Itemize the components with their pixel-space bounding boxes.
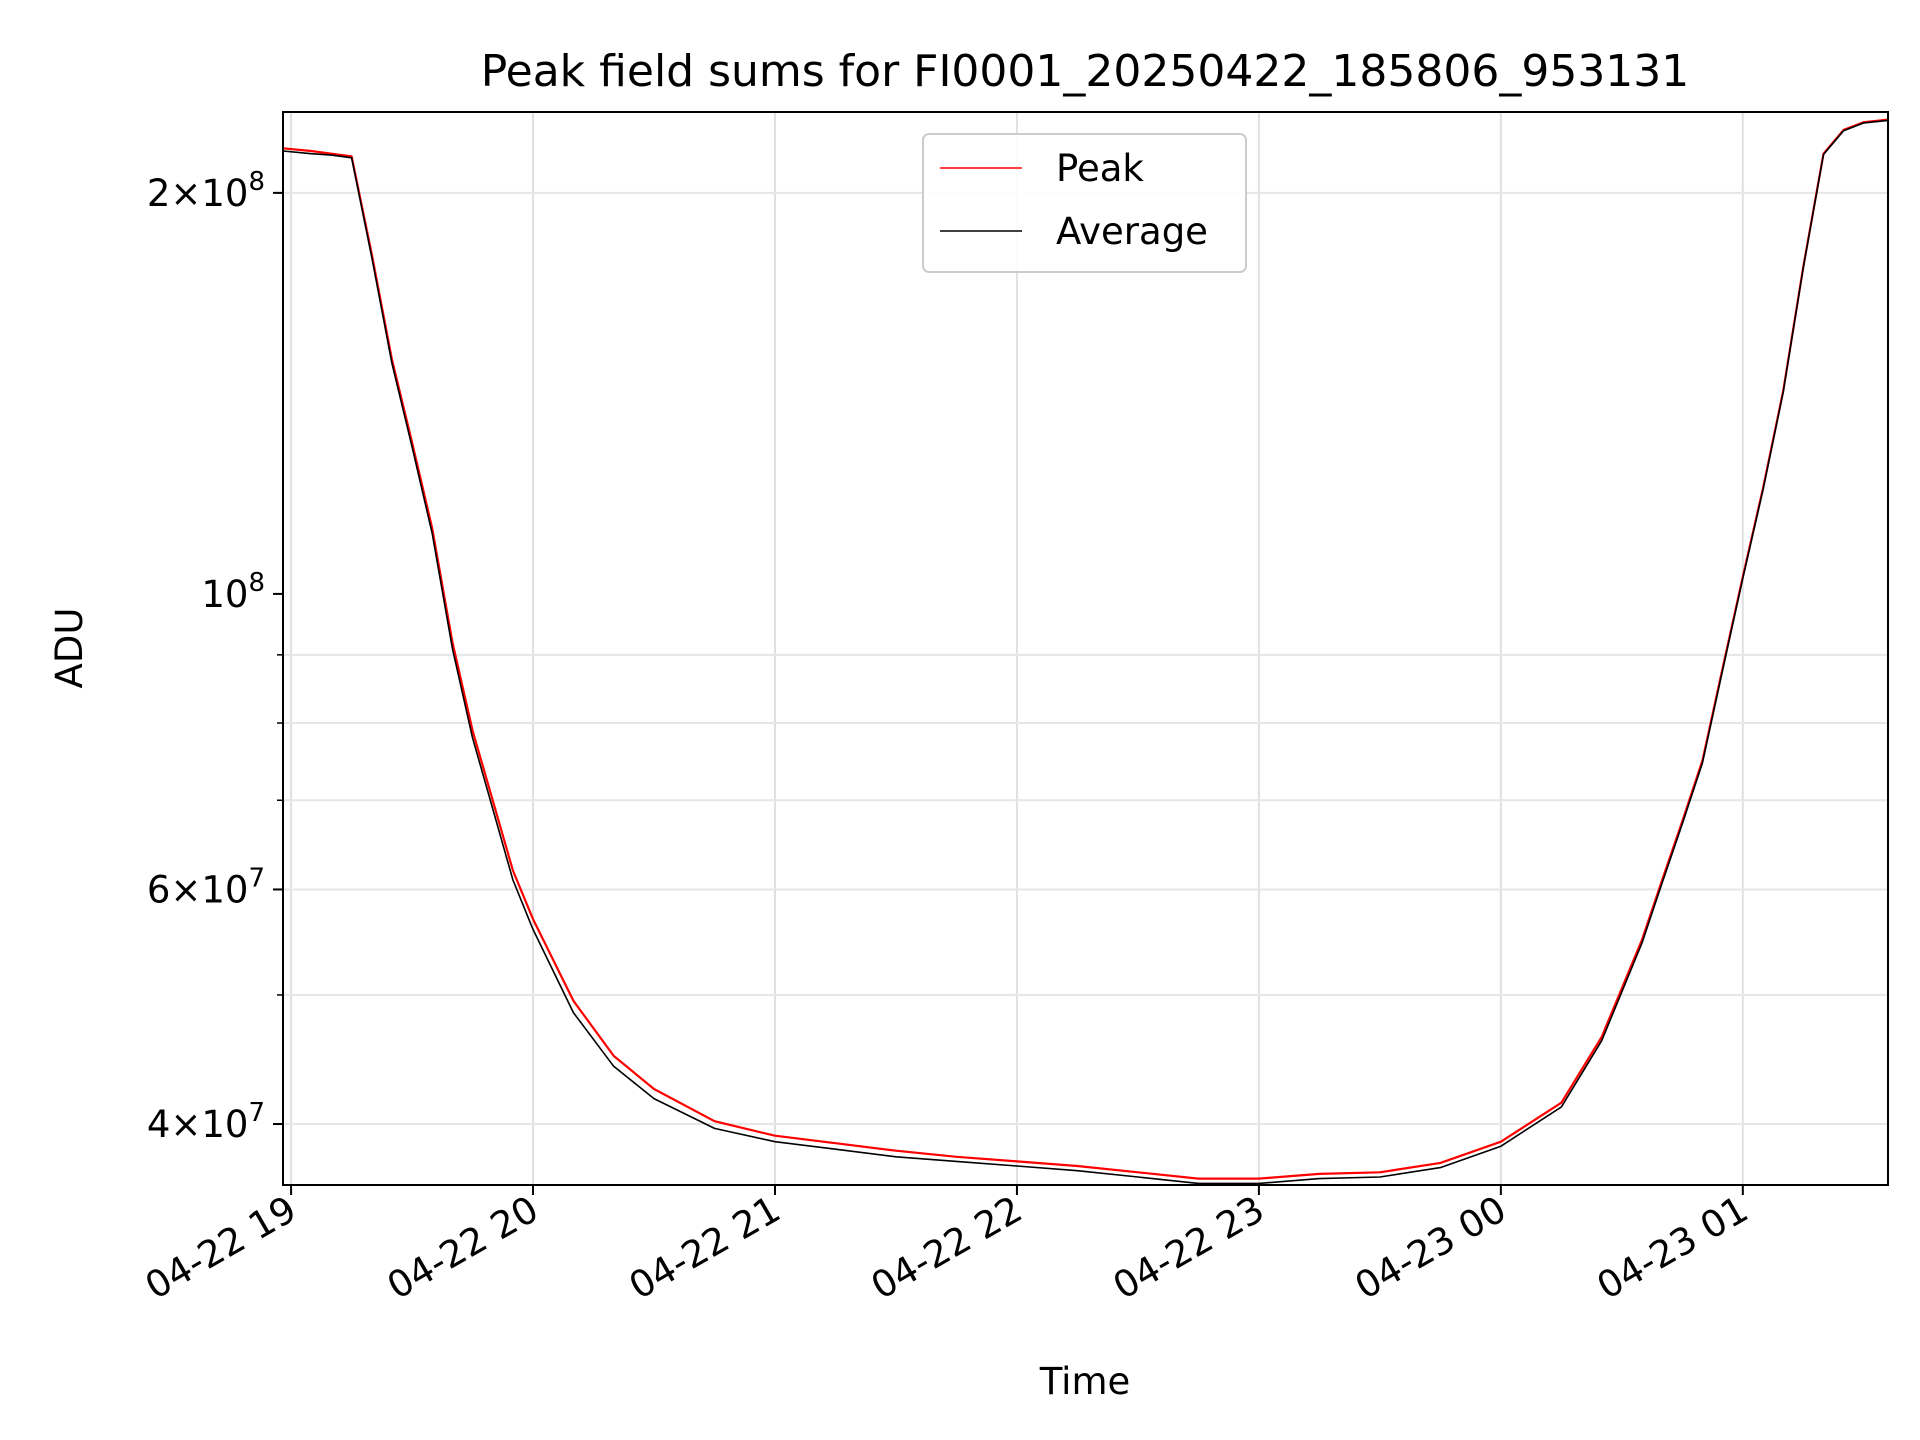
y-tick-exponent: 7	[248, 1098, 265, 1128]
y-tick-exponent: 8	[248, 568, 265, 598]
y-tick-label: 108	[201, 568, 265, 616]
y-axis-label: ADU	[48, 608, 91, 689]
y-tick-times: ×10	[170, 1103, 248, 1146]
legend: Peak Average	[922, 133, 1247, 273]
series-layer	[282, 118, 1889, 1185]
x-axis-label: Time	[1039, 1360, 1131, 1403]
y-tick-label: 6×107	[147, 863, 265, 911]
y-tick-mantissa: 2	[147, 172, 171, 215]
y-tick-exponent: 7	[248, 863, 265, 893]
y-tick-exponent: 8	[248, 167, 265, 197]
y-tick-times: ×10	[170, 868, 248, 911]
legend-label-peak: Peak	[1056, 147, 1144, 190]
series-line-average	[282, 119, 1889, 1185]
chart-title: Peak field sums for FI0001_20250422_1858…	[481, 46, 1690, 97]
y-tick-mantissa: 4	[147, 1103, 171, 1146]
plot-frame	[282, 111, 1889, 1186]
y-tick-mantissa: 6	[147, 868, 171, 911]
y-tick-times: ×10	[170, 172, 248, 215]
y-tick-label: 2×108	[147, 167, 265, 215]
y-tick-label: 4×107	[147, 1098, 265, 1146]
y-tick-base: 10	[201, 573, 248, 616]
legend-label-average: Average	[1056, 210, 1208, 253]
